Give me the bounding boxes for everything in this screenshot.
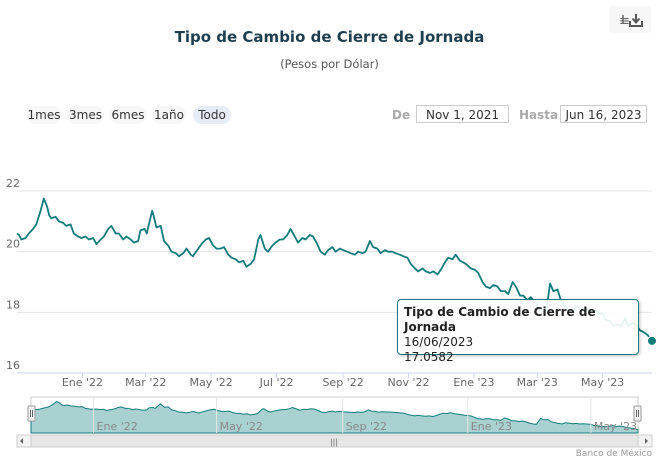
scrollbar-thumb[interactable] (30, 434, 639, 448)
to-date-label: Hasta (519, 108, 559, 122)
navigator-handle-right[interactable] (633, 405, 642, 422)
y-tick-label: 18 (6, 298, 20, 311)
range-button-6mes[interactable]: 6mes (109, 106, 147, 124)
x-tick-label: Nov '22 (388, 376, 430, 389)
hover-marker (647, 335, 657, 346)
navigator-tick-label: May '23 (594, 420, 637, 433)
navigator-tick-label: Ene '22 (97, 420, 138, 433)
tooltip: Tipo de Cambio de Cierre de Jornada 16/0… (397, 299, 639, 364)
navigator-tick-label: Sep '22 (346, 420, 387, 433)
navigator-area (30, 400, 639, 434)
x-tick-label: Mar '23 (517, 376, 558, 389)
tooltip-value: 17.0582 (404, 350, 454, 364)
navigator-tick-label: May '22 (220, 420, 263, 433)
range-button-1mes[interactable]: 1mes (27, 106, 61, 124)
navigator[interactable]: Ene '22 May '22 Sep '22 Ene '23 May '23 (27, 396, 642, 434)
scrollbar-grip: ||| (330, 438, 338, 447)
scrollbar[interactable]: ||| (16, 434, 653, 448)
x-tick-label: Jul '22 (259, 376, 294, 389)
scroll-left-icon[interactable] (20, 438, 23, 444)
export-button[interactable]: ≡ (609, 6, 651, 33)
tooltip-series-name: Tipo de Cambio de Cierre de Jornada (404, 305, 596, 334)
from-date-label: De (392, 108, 411, 122)
x-tick-label: Ene '22 (62, 376, 103, 389)
credits-link[interactable]: Banco de México (575, 449, 652, 459)
navigator-handle-left[interactable] (27, 405, 36, 422)
chart-subtitle: (Pesos por Dólar) (280, 57, 379, 71)
x-tick-label: Mar '22 (125, 376, 166, 389)
y-tick-label: 22 (6, 177, 20, 190)
y-tick-label: 16 (6, 359, 20, 372)
y-tick-label: 20 (6, 238, 20, 251)
range-button-3mes[interactable]: 3mes (67, 106, 104, 124)
to-date-input[interactable]: Jun 16, 2023 (560, 105, 647, 123)
range-button-1ano[interactable]: 1año (152, 106, 186, 124)
tooltip-date: 16/06/2023 (404, 335, 474, 349)
from-date-input[interactable]: Nov 1, 2021 (416, 105, 509, 123)
scroll-right-icon[interactable] (645, 438, 648, 444)
x-tick-label: Sep '22 (322, 376, 363, 389)
download-icon: ≡ (619, 14, 643, 29)
range-button-todo[interactable]: Todo (193, 106, 231, 124)
svg-text:≡: ≡ (619, 14, 630, 29)
navigator-tick-label: Ene '23 (471, 420, 512, 433)
x-tick-label: May '23 (581, 376, 624, 389)
x-tick-label: May '22 (190, 376, 233, 389)
chart-title: Tipo de Cambio de Cierre de Jornada (174, 28, 485, 46)
x-tick-label: Ene '23 (453, 376, 494, 389)
